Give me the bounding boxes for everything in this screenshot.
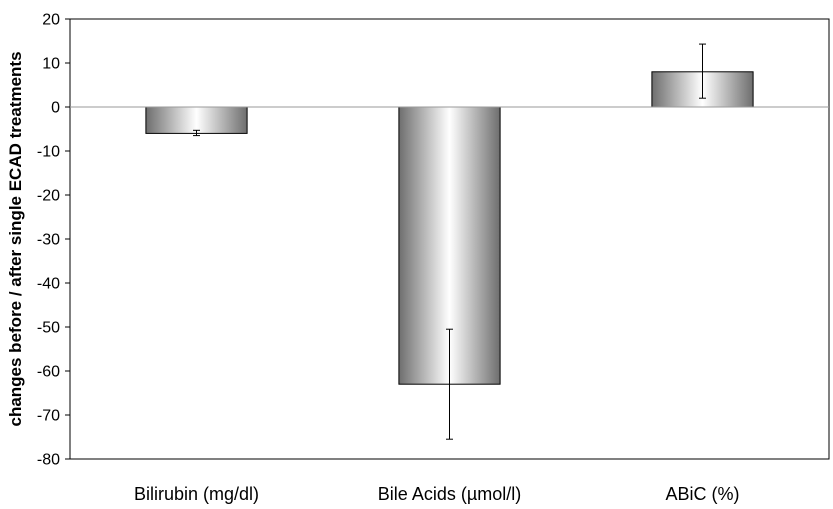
y-tick-label-10: -80 bbox=[37, 452, 60, 469]
y-tick-label-3: -10 bbox=[37, 144, 60, 161]
error-bar-2 bbox=[699, 43, 706, 99]
y-tick-label-1: 10 bbox=[42, 56, 60, 73]
y-axis-title: changes before / after single ECAD treat… bbox=[6, 51, 25, 426]
y-tick-label-6: -40 bbox=[37, 276, 60, 293]
y-tick-label-5: -30 bbox=[37, 232, 60, 249]
x-tick-label-2: ABiC (%) bbox=[665, 484, 739, 504]
y-tick-label-8: -60 bbox=[37, 364, 60, 381]
bar-0 bbox=[145, 106, 248, 134]
x-tick-label-0: Bilirubin (mg/dl) bbox=[134, 484, 259, 504]
x-tick-label-1: Bile Acids (µmol/l) bbox=[378, 484, 521, 504]
y-tick-label-9: -70 bbox=[37, 408, 60, 425]
y-tick-label-4: -20 bbox=[37, 188, 60, 205]
y-tick-label-7: -50 bbox=[37, 320, 60, 337]
error-bar-1 bbox=[446, 328, 453, 440]
y-tick-label-0: 20 bbox=[42, 12, 60, 29]
y-tick-label-2: 0 bbox=[51, 100, 60, 117]
error-bar-0 bbox=[193, 129, 200, 137]
